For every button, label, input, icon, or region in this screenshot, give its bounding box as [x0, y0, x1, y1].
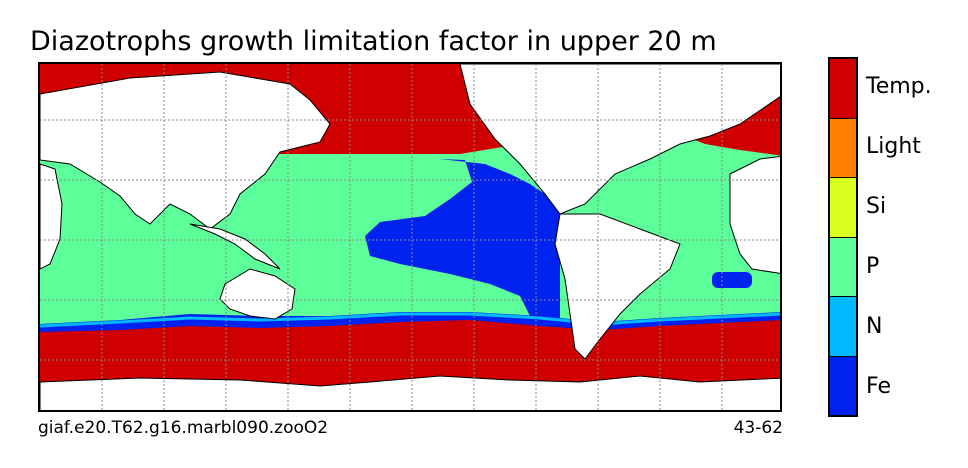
- map-title: Diazotrophs growth limitation factor in …: [30, 26, 717, 57]
- colorbar: [828, 57, 858, 417]
- land-eurasia: [40, 71, 331, 230]
- limitation-map: [40, 64, 780, 410]
- land-south-america: [554, 213, 681, 360]
- land-antarctica: [40, 375, 780, 410]
- grid-lines: [40, 64, 780, 410]
- colorbar-label: Temp.: [866, 74, 932, 99]
- land-australia: [219, 268, 296, 320]
- colorbar-segment: [830, 356, 856, 415]
- land-masses: [40, 64, 780, 410]
- colorbar-label: Si: [866, 194, 887, 219]
- map-panel: [38, 62, 782, 412]
- case-name: giaf.e20.T62.g16.marbl090.zooO2: [38, 418, 329, 438]
- colorbar-label: P: [866, 254, 880, 279]
- fe-limited-region-atlantic: [712, 272, 752, 288]
- colorbar-segment: [830, 178, 856, 238]
- colorbar-segment: [830, 237, 856, 297]
- colorbar-label: Fe: [866, 374, 891, 399]
- land-se-asia: [189, 223, 281, 270]
- colorbar-segment: [830, 118, 856, 178]
- fe-limited-region-pacific: [365, 159, 560, 320]
- years-range: 43-62: [733, 418, 783, 438]
- land-africa: [40, 163, 63, 270]
- colorbar-label: N: [866, 314, 883, 339]
- colorbar-segment: [830, 297, 856, 357]
- colorbar-segment: [830, 59, 856, 119]
- n-limited-region: [40, 312, 780, 328]
- land-north-america: [459, 64, 780, 215]
- colorbar-label: Light: [866, 134, 921, 159]
- land-africa-east: [729, 155, 780, 274]
- colorbar-labels: Temp. Light Si P N Fe: [866, 57, 966, 417]
